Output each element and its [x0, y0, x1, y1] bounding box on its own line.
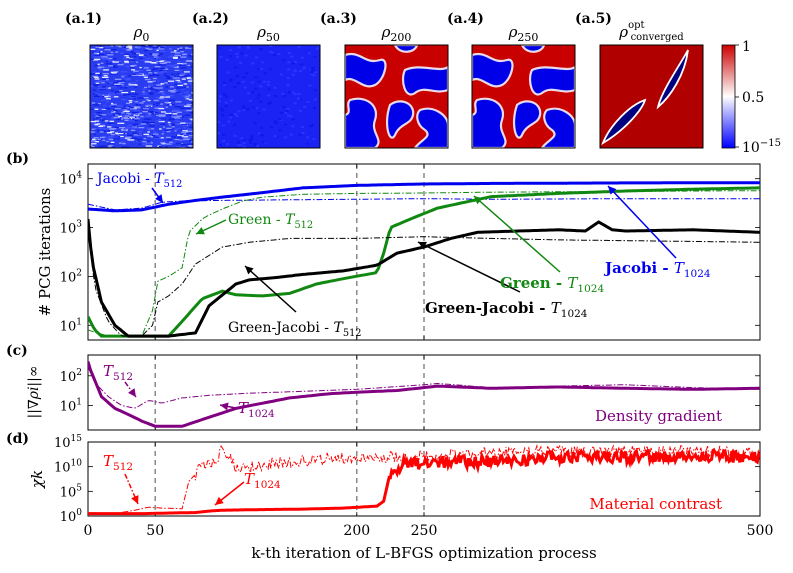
panel-b-axes: 101 102 103 104	[60, 163, 761, 341]
annotation-jacobi-1024: Jacobi - T1024	[603, 259, 711, 280]
snapshot-title: ρ50	[256, 23, 280, 44]
series-line	[88, 190, 760, 337]
snapshot-2: (a.2) ρ50	[192, 11, 321, 149]
y-tick-label: 101	[60, 317, 82, 334]
snapshot-title: ρ0	[133, 23, 150, 44]
colorbar: 1 0.5 10−15	[721, 39, 781, 156]
x-tick-label: 500	[747, 523, 774, 539]
annotation-jacobi-512: Jacobi - T512	[95, 171, 182, 190]
snapshot-3: (a.3) ρ200	[320, 11, 449, 149]
y-tick-label: 102	[60, 268, 82, 285]
panel-a-snapshots: (a.1) ρ0 (a.2) ρ50 (a.3) ρ200 (a.4) ρ250 (a.5) ρo…	[65, 11, 704, 149]
panel-c-axes: 101 102	[60, 354, 761, 431]
y-tick-label: 104	[60, 171, 83, 188]
series-line	[88, 443, 760, 515]
annotation-gj-1024: Green-Jacobi - T1024	[425, 299, 588, 320]
x-tick-label: 250	[411, 523, 438, 539]
annotation-arrow	[244, 265, 297, 313]
snapshot-tag: (a.5)	[575, 11, 612, 27]
snapshot-frame	[216, 44, 321, 149]
snapshot-title: ρ250	[508, 23, 539, 44]
snapshot-frame	[471, 44, 576, 149]
y-tick-label: 1010	[54, 459, 82, 476]
snapshot-1: (a.1) ρ0	[65, 11, 194, 149]
y-tick-label: 105	[60, 483, 83, 500]
snapshot-tag: (a.4)	[447, 11, 484, 27]
material-contrast-label: Material contrast	[589, 495, 722, 513]
colorbar-max-label: 1	[742, 39, 751, 55]
colorbar-min-label: 10−15	[742, 138, 781, 156]
annotation-gj-512: Green-Jacobi - T512	[228, 320, 362, 339]
snapshot-4: (a.4) ρ250	[447, 11, 576, 149]
y-tick-label: 100	[60, 508, 83, 525]
annotation-arrow	[473, 195, 561, 273]
series-line	[88, 186, 760, 338]
colorbar-mid-label: 0.5	[742, 90, 764, 106]
annotation-d-1024: T1024	[244, 470, 281, 491]
snapshot-tag: (a.1)	[65, 11, 102, 27]
density-gradient-label: Density gradient	[595, 407, 722, 425]
annotation-c-1024: T1024	[238, 399, 275, 420]
y-tick-label: 1015	[54, 434, 82, 451]
x-axis-label: k-th iteration of L-BFGS optimization pr…	[251, 544, 596, 562]
panel-d-axes: 100 105 1010 1015 0 50 200 250 500	[54, 434, 773, 539]
annotation-green-1024: Green - T1024	[500, 274, 604, 295]
snapshot-tag: (a.3)	[320, 11, 357, 27]
series-line	[88, 361, 760, 428]
x-tick-label: 50	[146, 523, 164, 539]
snapshot-frame	[599, 44, 704, 149]
x-tick-label: 200	[343, 523, 370, 539]
series-line	[88, 181, 760, 213]
panel-c-ylabel: ||∇ρi||∞	[26, 365, 42, 418]
snapshot-title: ρ200	[381, 23, 412, 44]
annotation-d-512: T512	[103, 452, 133, 473]
colorbar-gradient	[721, 44, 736, 149]
panel-b-ylabel: # PCG iterations	[36, 188, 54, 317]
y-tick-label: 102	[60, 368, 82, 385]
snapshot-5: (a.5) ρopt converged	[575, 11, 704, 149]
annotation-arrow	[124, 381, 137, 398]
snapshot-frame	[89, 44, 194, 149]
series-line	[88, 227, 760, 337]
y-tick-label: 103	[60, 220, 83, 237]
snapshot-frame	[344, 44, 449, 149]
series-line	[88, 366, 760, 409]
snapshot-title: ρopt converged	[618, 20, 684, 43]
x-tick-label: 0	[84, 523, 93, 539]
annotation-arrow	[607, 185, 677, 259]
panel-b-tag: (b)	[6, 151, 29, 167]
snapshot-tag: (a.2)	[192, 11, 229, 27]
y-tick-label: 101	[60, 398, 82, 415]
series-line	[88, 198, 760, 211]
annotation-arrow	[417, 241, 521, 293]
panel-d-ylabel: χk	[28, 470, 46, 489]
panel-c-tag: (c)	[6, 343, 28, 359]
panel-d-tag: (d)	[6, 431, 29, 447]
annotation-green-512: Green - T512	[228, 212, 313, 231]
annotations: Jacobi - T512 Green - T512 Green-Jacobi - …	[95, 171, 711, 506]
annotation-c-512: T512	[103, 362, 133, 383]
